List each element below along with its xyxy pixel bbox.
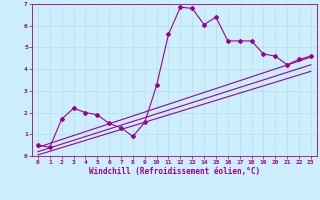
X-axis label: Windchill (Refroidissement éolien,°C): Windchill (Refroidissement éolien,°C) [89, 167, 260, 176]
